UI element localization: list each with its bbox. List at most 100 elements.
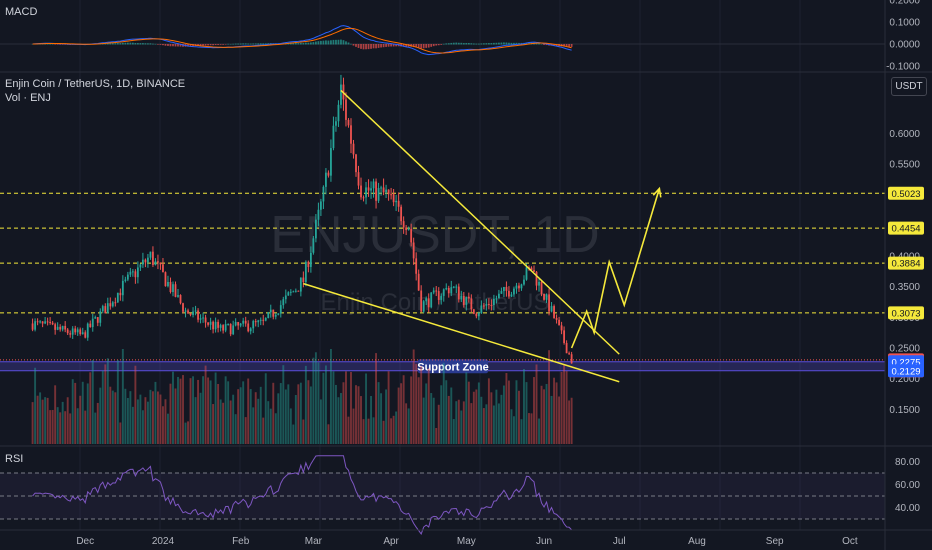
candle-body [460, 295, 463, 300]
candle-body [79, 329, 82, 335]
macd-histogram-bar [159, 44, 162, 45]
candle-body [299, 277, 302, 292]
volume-bar [560, 371, 563, 444]
support-zone-label-bg [418, 359, 488, 374]
price-tick-label: 0.1500 [889, 405, 920, 416]
candle-body [204, 317, 207, 323]
support-low-tag: 0.2129 [891, 366, 920, 377]
candle-body [147, 257, 149, 263]
volume-bar [415, 363, 418, 444]
candle-body [430, 292, 433, 308]
price-level-tag: 0.5023 [891, 189, 920, 200]
volume-bar [84, 410, 87, 444]
candle-body [109, 303, 112, 307]
volume-bar [119, 422, 122, 444]
volume-bar [279, 383, 282, 444]
candle-body [279, 305, 282, 314]
candle-body [462, 295, 465, 306]
candle-body [498, 293, 500, 299]
trendlines[interactable] [303, 89, 620, 383]
candle-body [114, 302, 117, 304]
macd-histogram-bar [242, 43, 245, 45]
volume-bar [510, 409, 513, 444]
candle-body [422, 301, 425, 312]
volume-bar [96, 402, 99, 444]
volume-bar [116, 360, 119, 444]
macd-histogram-bar [310, 42, 312, 45]
volume-bar [126, 397, 129, 444]
volume-bar [570, 397, 573, 444]
volume-bar [390, 418, 393, 444]
candle-body [297, 290, 300, 292]
volume-bar [512, 416, 515, 444]
macd-histogram-bar [467, 43, 470, 45]
macd-histogram-bar [111, 43, 114, 45]
volume-bar [445, 380, 448, 444]
time-axis[interactable]: Dec 2024 Feb Mar Apr May Jun Jul Aug Sep Oct [76, 536, 858, 547]
macd-histogram-bar [124, 42, 127, 45]
price-level-tag-bg [888, 186, 924, 200]
projection-path[interactable] [570, 186, 662, 349]
volume-bar [109, 386, 112, 444]
candle-body [209, 321, 212, 325]
candle-body [212, 321, 215, 330]
candle-body [440, 295, 443, 300]
macd-histogram-bar [297, 43, 300, 45]
symbol-title[interactable]: Enjin Coin / TetherUS, 1D, BINANCE [5, 78, 186, 90]
candle-body [505, 286, 508, 291]
candle-body [167, 281, 169, 287]
candle-body [500, 291, 503, 294]
rsi-tick-label: 60.00 [895, 480, 920, 491]
candle-body [239, 323, 242, 326]
volume-bar [287, 384, 290, 444]
volume-bar [194, 397, 197, 444]
candle-body [86, 323, 89, 338]
macd-histogram-bar [385, 44, 387, 47]
volume-bar [365, 373, 367, 444]
support-zone: Support Zone [0, 359, 885, 374]
candle-body [284, 295, 287, 300]
macd-histogram-bar [134, 43, 137, 45]
volume-bar [528, 413, 530, 444]
time-tick-label: Apr [383, 536, 399, 547]
volume-bar [314, 352, 317, 444]
macd-histogram-bar [372, 44, 375, 49]
volume-bar [294, 394, 297, 444]
candle-body [415, 258, 418, 274]
price-level-tag: 0.4454 [891, 224, 920, 235]
currency-button[interactable]: USDT [891, 77, 927, 96]
candle-body [400, 206, 403, 222]
rsi-line [32, 455, 572, 536]
volume-bar [385, 389, 388, 444]
time-tick-label: Oct [842, 536, 858, 547]
candle-body [307, 261, 310, 267]
macd-tick-label: -0.1000 [886, 62, 920, 73]
volume-bar [114, 392, 117, 444]
candle-body [214, 321, 217, 330]
macd-histogram-bar [257, 43, 260, 45]
candle-body [94, 317, 97, 319]
time-tick-label: Jul [613, 536, 626, 547]
volume-bar [535, 364, 538, 444]
macd-legend: MACD [5, 6, 38, 18]
candle-body [144, 259, 147, 263]
macd-histogram-bar [244, 43, 247, 45]
macd-histogram-bar [420, 44, 423, 49]
candle-body [445, 287, 448, 290]
candle-body [292, 291, 295, 293]
macd-histogram-bar [174, 44, 177, 47]
candle-body [244, 320, 247, 324]
volume-bar [545, 383, 548, 444]
candle-body [563, 330, 565, 343]
candle-body [467, 296, 470, 299]
candle-body [525, 267, 528, 280]
candle-body [219, 325, 222, 328]
macd-histogram-bar [31, 44, 34, 45]
macd-tick-label: 0.0000 [889, 40, 920, 51]
volume-bar [187, 421, 189, 444]
macd-histogram-bar [61, 44, 64, 45]
macd-histogram-bar [209, 44, 212, 46]
volume-bar [538, 418, 540, 444]
